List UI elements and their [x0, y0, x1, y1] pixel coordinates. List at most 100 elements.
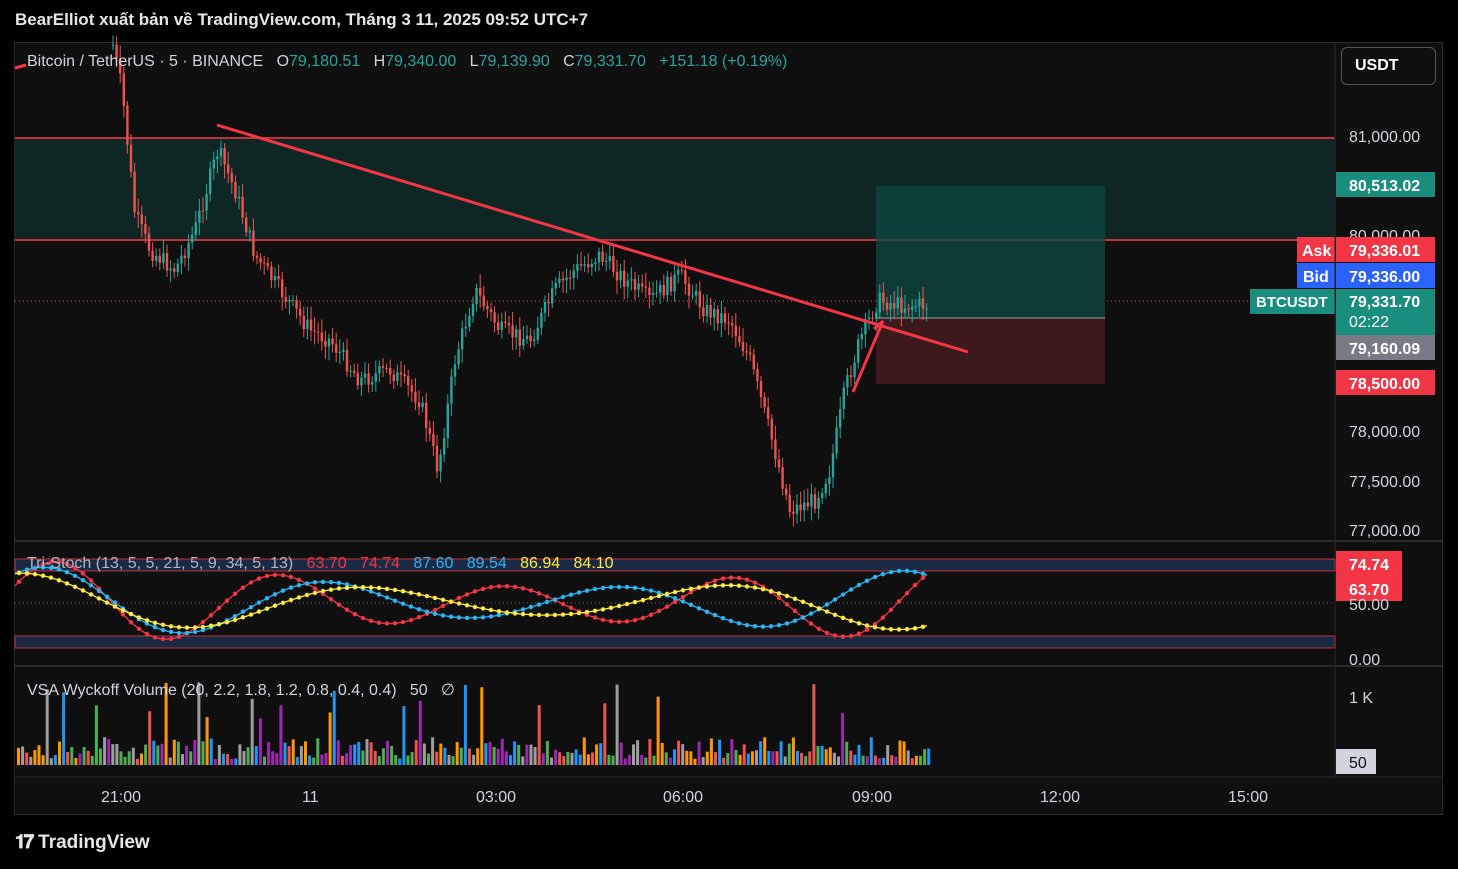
bar-countdown: 02:22 — [1349, 314, 1389, 331]
candle-body — [716, 309, 719, 324]
volume-bar — [246, 747, 250, 765]
candle-body — [565, 277, 568, 281]
candle-body — [479, 287, 482, 296]
candle-body — [475, 287, 478, 304]
volume-bar — [82, 747, 86, 765]
candle-body — [309, 319, 313, 331]
volume-bar — [636, 740, 640, 765]
volume-bar — [135, 758, 139, 765]
volume-bar — [562, 756, 566, 765]
candle-body — [119, 58, 122, 74]
volume-bar — [78, 753, 82, 765]
candle-body — [345, 349, 349, 372]
vsa-legend[interactable]: VSA Wyckoff Volume (20, 2.2, 1.8, 1.2, 0… — [27, 680, 455, 700]
stoch-lines — [14, 559, 928, 642]
candle-body — [403, 374, 406, 377]
candle-body — [255, 255, 259, 258]
candle-body — [871, 317, 874, 319]
volume-bar — [800, 752, 804, 765]
volume-bar — [172, 739, 176, 765]
symbol-name[interactable]: Bitcoin / TetherUS · 5 · BINANCE — [27, 53, 264, 70]
candle-body — [371, 381, 374, 385]
candle-body — [155, 255, 158, 261]
volume-bar — [213, 758, 217, 765]
volume-bar — [898, 740, 902, 765]
candle-body — [439, 454, 442, 472]
candle-body — [702, 307, 705, 317]
volume-bar — [783, 756, 787, 765]
candle-body — [857, 339, 860, 363]
volume-bar — [537, 705, 541, 765]
volume-bar — [796, 750, 799, 765]
volume-bar — [435, 751, 439, 765]
volume-bar — [53, 755, 57, 765]
volume-bar — [755, 750, 758, 765]
volume-bar — [488, 742, 492, 765]
currency-button[interactable]: USDT — [1341, 47, 1436, 85]
candle-body — [860, 334, 863, 340]
volume-bar — [545, 741, 549, 765]
volume-bar — [369, 742, 373, 765]
vsa-value: 50 — [409, 682, 428, 699]
volume-bar — [152, 740, 156, 765]
candle-body — [777, 459, 781, 468]
ask-tag: Ask — [1302, 243, 1331, 260]
volume-bar — [709, 738, 713, 765]
volume-bar — [476, 748, 480, 765]
high-label: H — [373, 53, 386, 70]
stoch-value-1: 63.70 — [306, 555, 347, 572]
volume-bar — [250, 698, 254, 765]
stoch-oversold-band — [14, 635, 1336, 649]
candle-body — [482, 295, 485, 307]
volume-bar — [484, 743, 488, 765]
tradingview-logo[interactable]: 𝟏𝟕 TradingView — [15, 832, 150, 854]
long-position-profit-zone[interactable] — [876, 186, 1105, 318]
tri-stoch-name[interactable]: Tri-Stoch (13, 5, 5, 21, 5, 9, 34, 5, 13… — [27, 555, 294, 572]
candle-body — [140, 214, 143, 225]
volume-bar — [205, 717, 209, 765]
candle-body — [619, 270, 622, 281]
candle-body — [205, 194, 208, 211]
candle-body — [543, 302, 547, 313]
volume-bar — [771, 751, 775, 765]
candle-body — [507, 322, 511, 326]
candle-body — [677, 269, 680, 275]
volume-bar — [648, 738, 652, 765]
time-tick-1500: 15:00 — [1228, 789, 1268, 806]
long-position-risk-zone[interactable] — [876, 318, 1105, 384]
volume-bar — [521, 756, 525, 765]
tri-stoch-legend[interactable]: Tri-Stoch (13, 5, 5, 21, 5, 9, 34, 5, 13… — [27, 555, 614, 573]
symbol-legend[interactable]: Bitcoin / TetherUS · 5 · BINANCE O79,180… — [27, 53, 787, 71]
vsa-name[interactable]: VSA Wyckoff Volume (20, 2.2, 1.8, 1.2, 0… — [27, 682, 397, 699]
candle-body — [903, 308, 907, 313]
entry-trendline-small[interactable] — [851, 320, 885, 393]
volume-bar — [586, 754, 590, 765]
candle-body — [461, 328, 464, 350]
volume-bar — [381, 748, 385, 765]
candle-body — [540, 312, 543, 328]
volume-bar — [816, 746, 820, 765]
volume-bar — [443, 747, 447, 765]
volume-bar — [791, 737, 795, 765]
candle-body — [774, 439, 777, 460]
candle-body — [597, 251, 601, 263]
volume-bar — [759, 741, 763, 765]
candle-body — [590, 264, 593, 268]
volume-bar — [886, 745, 890, 765]
low-label: L — [469, 53, 479, 70]
volume-bar — [693, 758, 697, 765]
candle-body — [637, 283, 640, 290]
volume-bar — [906, 750, 910, 765]
candle-body — [126, 105, 129, 145]
candle-body — [288, 300, 291, 302]
entry-trendline-hook[interactable] — [873, 319, 884, 331]
volume-bar — [509, 755, 512, 765]
volume-label: 50 — [1349, 755, 1367, 772]
candle-body — [713, 309, 716, 318]
volume-bar — [701, 757, 705, 765]
candle-body — [867, 317, 871, 320]
volume-bar — [283, 742, 287, 765]
descending-trendline[interactable] — [216, 123, 969, 354]
volume-bar — [463, 685, 467, 765]
